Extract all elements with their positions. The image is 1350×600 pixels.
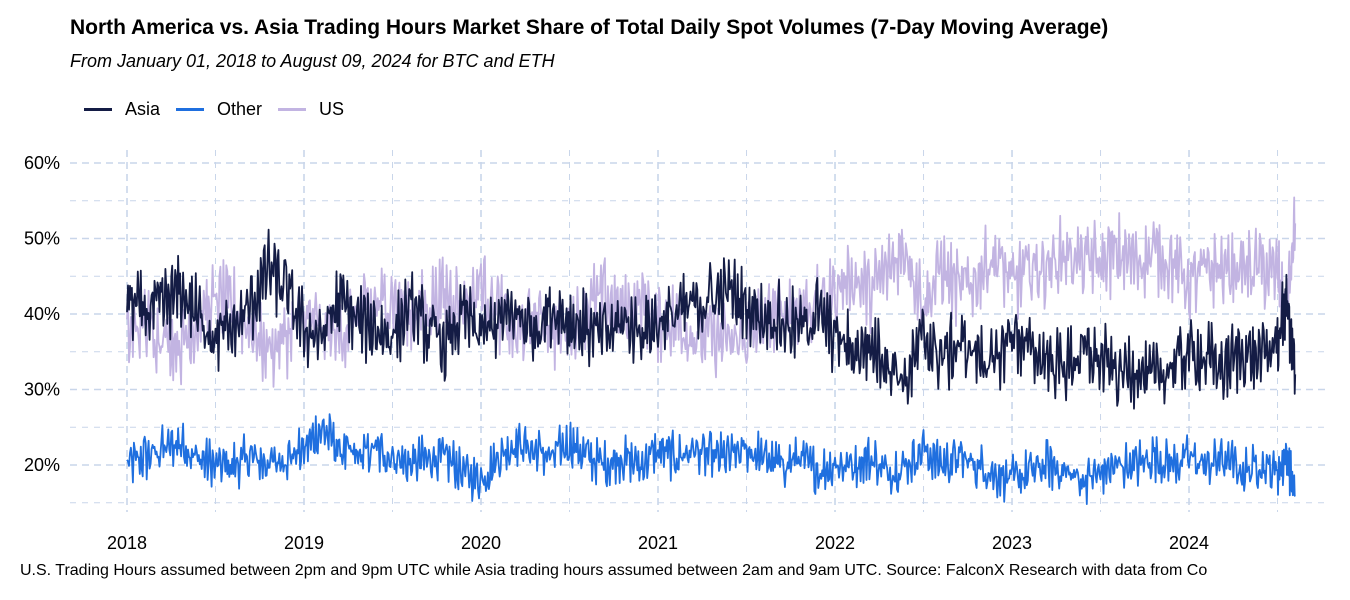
y-tick-label: 50% — [24, 229, 60, 249]
legend-label-other: Other — [217, 99, 263, 119]
x-tick-label: 2023 — [992, 533, 1032, 553]
series-line-other — [126, 413, 1296, 506]
x-tick-label: 2024 — [1169, 533, 1209, 553]
legend-swatch-asia — [84, 108, 112, 111]
legend-label-us: US — [319, 99, 345, 119]
x-tick-label: 2021 — [638, 533, 678, 553]
legend-label-asia: Asia — [125, 99, 161, 119]
chart-title: North America vs. Asia Trading Hours Mar… — [70, 16, 1109, 39]
series-line-us — [126, 196, 1297, 388]
source-caption: U.S. Trading Hours assumed between 2pm a… — [20, 562, 1208, 579]
x-tick-label: 2019 — [284, 533, 324, 553]
legend-swatch-other — [176, 108, 205, 111]
y-tick-label: 30% — [24, 380, 60, 400]
x-tick-label: 2020 — [461, 533, 501, 553]
y-tick-label: 20% — [24, 455, 60, 475]
chart-subtitle: From January 01, 2018 to August 09, 2024… — [70, 51, 555, 71]
legend-swatch-us — [278, 108, 307, 111]
y-tick-label: 40% — [24, 304, 60, 324]
series-line-asia — [126, 228, 1297, 410]
legend: Asia Other US — [84, 99, 360, 120]
legend-item-us: US — [278, 99, 344, 120]
x-tick-label: 2022 — [815, 533, 855, 553]
legend-item-asia: Asia — [84, 99, 160, 120]
x-tick-label: 2018 — [107, 533, 147, 553]
legend-item-other: Other — [176, 99, 262, 120]
y-tick-label: 60% — [24, 153, 60, 173]
